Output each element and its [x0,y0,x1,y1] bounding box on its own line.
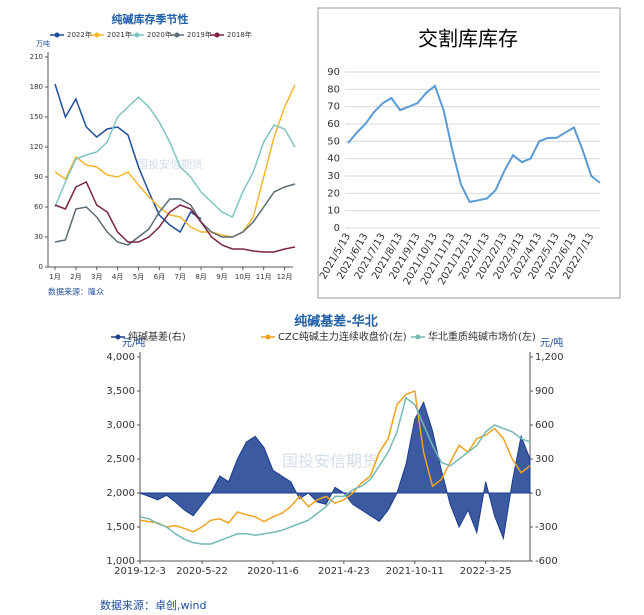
x-tick-label: 9月 [216,273,227,281]
legend-label: CZC纯碱主力连续收盘价(左) [278,330,407,343]
legend-marker [265,334,271,340]
x-tick-label: 2021-4-23 [318,566,370,577]
legend-label: 纯碱基差(右) [128,330,186,343]
source-note: 数据来源：隆众 [48,287,104,297]
y2-tick-label: 900 [535,386,554,397]
line [54,95,296,219]
legend-marker [54,32,60,38]
watermark: 国投安信期货 [282,452,378,471]
y-tick-label: 1,000 [106,556,135,567]
legend-label: 2022年 [67,30,92,39]
y-tick-label: 210 [30,53,43,61]
x-tick-label: 2020-5-22 [176,566,228,577]
legend-label: 2018年 [227,30,252,39]
x-tick-label: 10月 [235,273,251,281]
x-tick-label: 8月 [195,273,206,281]
y-tick-label: 3,000 [106,420,135,431]
chart-title: 交割库库存 [418,27,518,51]
y-tick-label: 4,000 [106,352,135,363]
y-axis-unit: 万吨 [36,39,50,48]
y2-tick-label: 600 [535,420,554,431]
line [54,84,296,238]
legend-marker [134,32,140,38]
y-tick-label: 30 [34,233,43,241]
legend-marker [174,32,180,38]
x-tick-label: 6月 [154,273,165,281]
y-tick-label: 40 [327,154,340,165]
y-tick-label: 60 [327,119,340,130]
y2-tick-label: 0 [535,488,541,499]
source-note: 数据来源：卓创,wind [100,598,207,612]
legend-marker [214,32,220,38]
y-tick-label: 2,500 [106,454,135,465]
y-tick-label: 60 [34,203,43,211]
x-tick-label: 2020-11-6 [247,566,299,577]
y-tick-label: 0 [39,263,43,271]
y-tick-label: 2,000 [106,488,135,499]
y-tick-label: 150 [30,113,43,121]
x-tick-label: 2022-3-25 [460,566,512,577]
y-tick-label: 80 [327,84,340,95]
x-tick-label: 3月 [91,273,102,281]
line [54,83,202,234]
y-tick-label: 30 [327,171,340,182]
line [54,180,296,253]
x-tick-label: 5月 [133,273,144,281]
y-tick-label: 0 [334,223,340,234]
y-tick-label: 70 [327,102,340,113]
y2-tick-label: -300 [535,522,558,533]
legend-marker [94,32,100,38]
chart-title: 纯碱基差-华北 [294,314,377,330]
y-tick-label: 50 [327,136,340,147]
y-tick-label: 180 [30,83,43,91]
y-axis-unit: 元/吨 [122,336,145,349]
legend-label: 2021年 [107,30,132,39]
legend-marker [415,334,421,340]
line [139,396,531,545]
legend-label: 华北重质纯碱市场价(左) [428,330,536,343]
y-tick-label: 1,500 [106,522,135,533]
x-tick-label: 7月 [174,273,185,281]
x-tick-label: 1月 [49,273,60,281]
y2-tick-label: 1,200 [535,352,564,363]
legend-label: 2019年 [187,30,212,39]
line [54,183,296,246]
y2-axis-unit: 元/吨 [540,336,563,349]
legend-marker [115,334,121,340]
chart-frame [317,7,621,299]
y-tick-label: 90 [327,67,340,78]
y2-tick-label: -600 [535,556,558,567]
chart-title: 纯碱库存季节性 [112,12,189,26]
watermark: 国投安信期货 [137,157,203,171]
area [139,400,531,541]
x-tick-label: 11月 [256,273,272,281]
line [347,84,601,204]
x-tick-label: 2021-10-11 [386,566,444,577]
x-tick-label: 4月 [112,273,123,281]
y-tick-label: 120 [30,143,43,151]
y-tick-label: 90 [34,173,43,181]
line [139,389,531,533]
x-tick-label: 12月 [277,273,293,281]
y-tick-label: 20 [327,188,340,199]
y-tick-label: 10 [327,206,340,217]
x-tick-label: 2019-12-3 [114,566,166,577]
x-tick-label: 2月 [70,273,81,281]
y-tick-label: 3,500 [106,386,135,397]
legend-label: 2020年 [147,30,172,39]
y2-tick-label: 300 [535,454,554,465]
